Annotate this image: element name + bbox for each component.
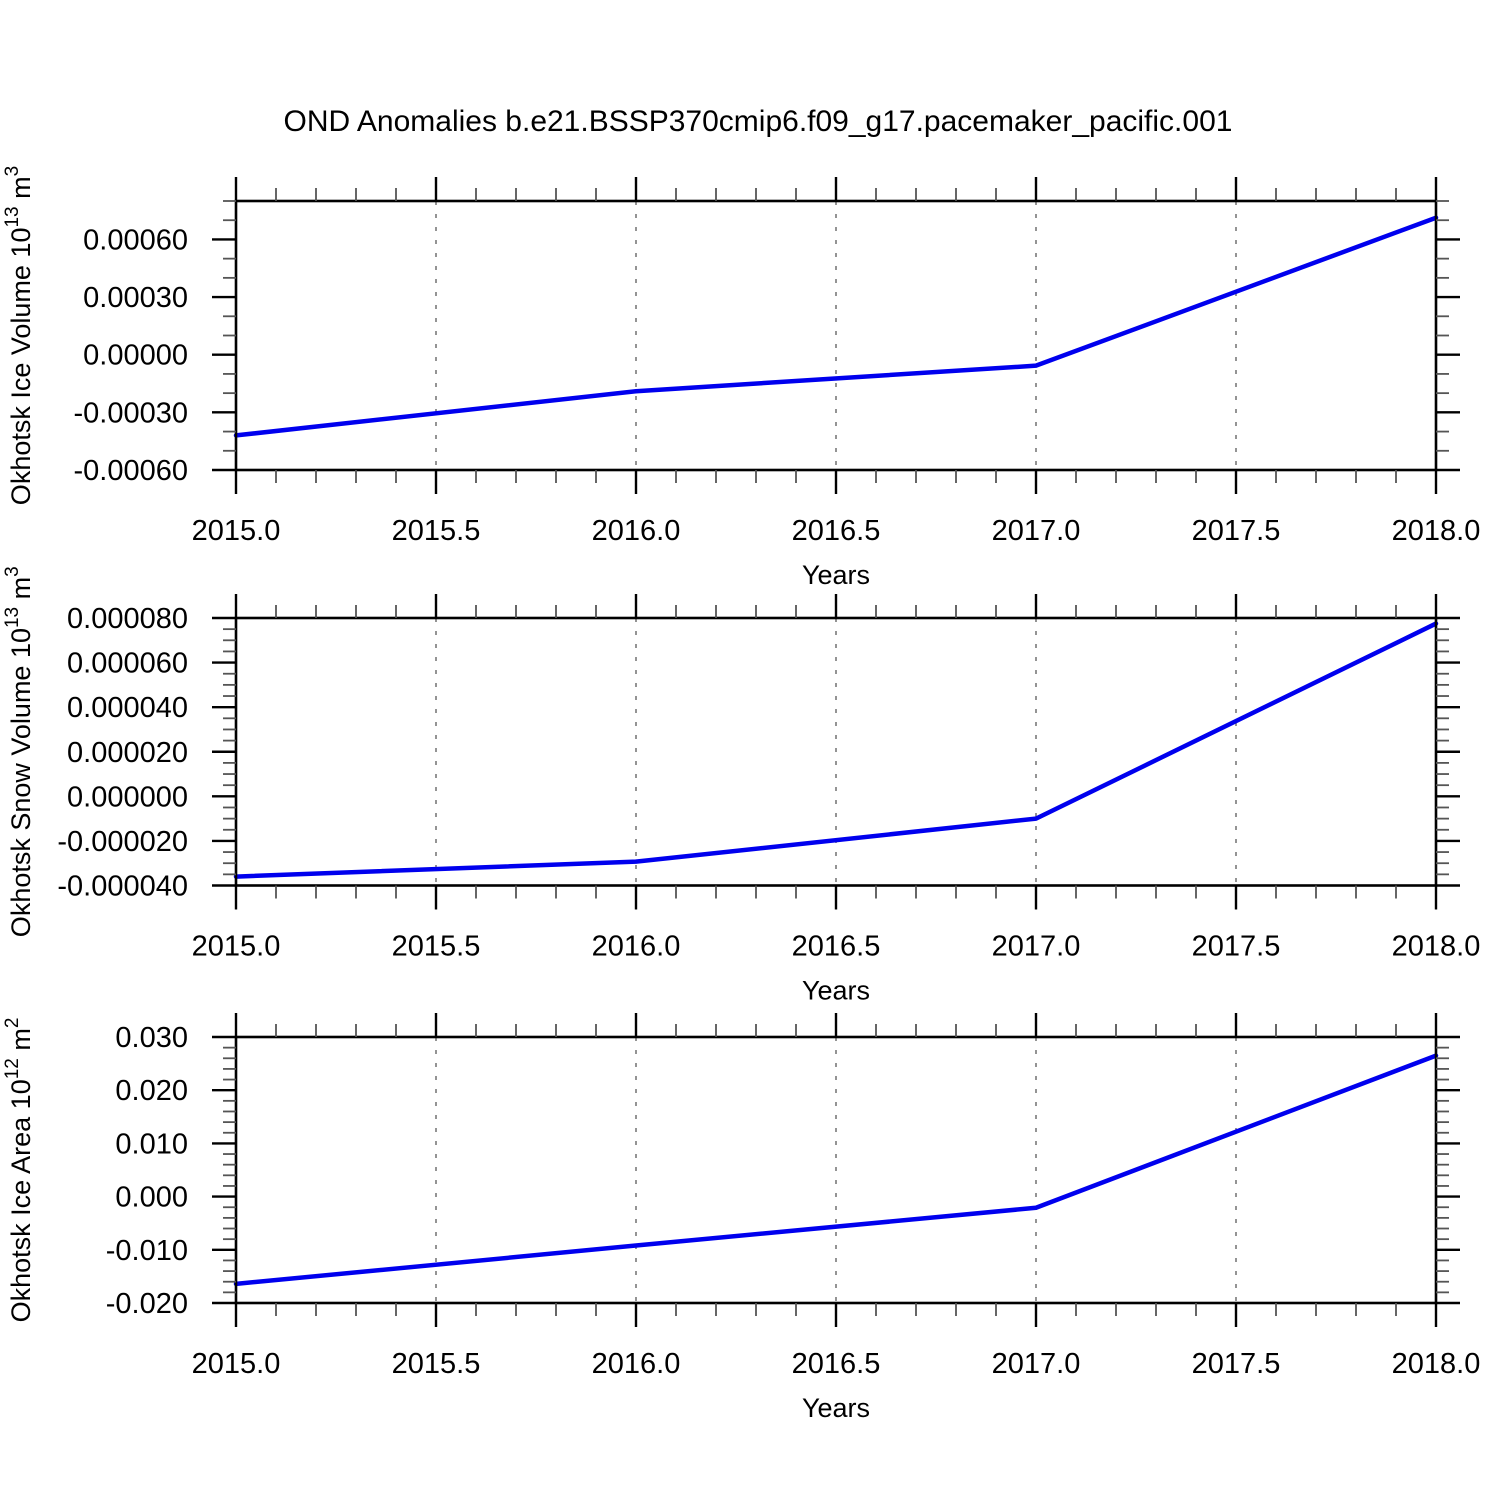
y-tick-label: 0.010	[115, 1128, 188, 1160]
series-okhotsk-ice-volume	[233, 215, 1439, 438]
y-axis-title-okhotsk-ice-volume: Okhotsk Ice Volume 1013 m3	[2, 166, 36, 505]
y-tick-label: 0.00060	[83, 224, 188, 256]
x-tick-label: 2015.0	[192, 515, 281, 547]
x-axis-title-okhotsk-ice-volume: Years	[802, 560, 870, 590]
x-axis-title-okhotsk-snow-volume: Years	[802, 976, 870, 1006]
x-tick-label: 2018.0	[1392, 931, 1481, 963]
y-tick-label: -0.00030	[74, 397, 189, 429]
x-tick-label: 2016.5	[792, 515, 881, 547]
x-tick-label: 2015.5	[392, 515, 481, 547]
y-tick-label: -0.010	[106, 1235, 188, 1267]
x-tick-label: 2017.0	[992, 1348, 1081, 1380]
y-tick-label: -0.00060	[74, 455, 189, 487]
y-tick-label: 0.00030	[83, 282, 188, 314]
x-tick-label: 2016.0	[592, 1348, 681, 1380]
y-tick-label: 0.000080	[67, 603, 188, 635]
x-tick-label: 2017.5	[1192, 1348, 1281, 1380]
subplot-okhotsk-snow-volume: 0.000080 0.000060 0.000040 0.000020 0.000000…	[2, 566, 1480, 1005]
y-axis-title-okhotsk-ice-area: Okhotsk Ice Area 1012 m2	[2, 1018, 36, 1323]
x-tick-label: 2016.0	[592, 931, 681, 963]
y-tick-label: -0.020	[106, 1288, 188, 1320]
x-tick-label: 2016.0	[592, 515, 681, 547]
y-axis-title-okhotsk-snow-volume: Okhotsk Snow Volume 1013 m3	[2, 566, 36, 937]
x-tick-label: 2018.0	[1392, 1348, 1481, 1380]
x-tick-label: 2017.0	[992, 931, 1081, 963]
x-tick-label: 2017.5	[1192, 515, 1281, 547]
series-okhotsk-ice-area	[233, 1053, 1439, 1287]
y-tick-label: 0.000040	[67, 692, 188, 724]
y-tick-label: 0.020	[115, 1075, 188, 1107]
series-okhotsk-snow-volume	[233, 621, 1439, 879]
x-tick-label: 2016.5	[792, 931, 881, 963]
y-tick-label: -0.000020	[57, 826, 188, 858]
x-tick-label: 2015.5	[392, 931, 481, 963]
x-tick-label: 2015.0	[192, 1348, 281, 1380]
x-tick-label: 2015.0	[192, 931, 281, 963]
x-tick-label: 2017.5	[1192, 931, 1281, 963]
y-tick-label: 0.000	[115, 1182, 188, 1214]
subplot-okhotsk-ice-volume: 0.000600.000300.00000-0.00030-0.00060201…	[2, 166, 1480, 590]
y-tick-label: -0.000040	[57, 871, 188, 903]
x-tick-label: 2017.0	[992, 515, 1081, 547]
y-tick-label: 0.000000	[67, 781, 188, 813]
x-tick-label: 2016.5	[792, 1348, 881, 1380]
x-tick-label: 2015.5	[392, 1348, 481, 1380]
chart-title: OND Anomalies b.e21.BSSP370cmip6.f09_g17…	[284, 105, 1233, 138]
x-tick-label: 2018.0	[1392, 515, 1481, 547]
y-tick-label: 0.030	[115, 1022, 188, 1054]
subplots-container: 0.000600.000300.00000-0.00030-0.00060201…	[2, 166, 1480, 1423]
y-tick-label: 0.00000	[83, 340, 188, 372]
x-axis-title-okhotsk-ice-area: Years	[802, 1393, 870, 1423]
y-tick-label: 0.000060	[67, 648, 188, 680]
y-tick-label: 0.000020	[67, 737, 188, 769]
